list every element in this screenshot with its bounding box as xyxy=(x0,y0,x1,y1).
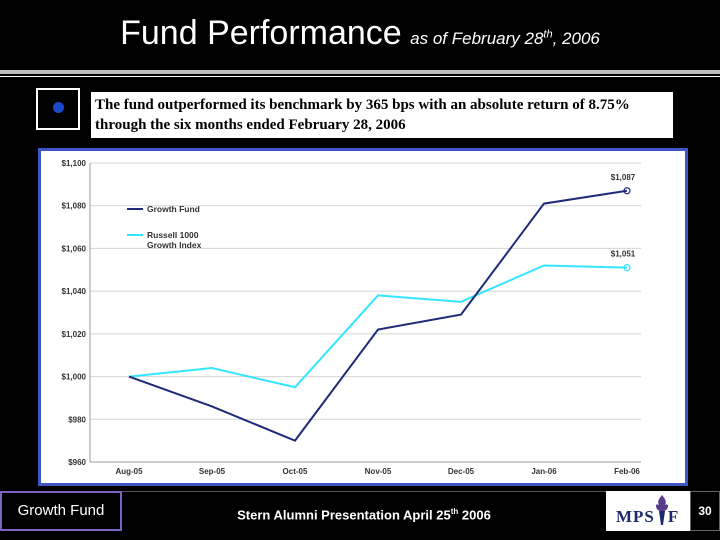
title-date-suffix: , 2006 xyxy=(552,29,600,48)
x-tick-label: Oct-05 xyxy=(283,467,308,476)
bullet-box xyxy=(36,88,80,130)
series-line xyxy=(128,264,628,389)
logo-text: MPS F xyxy=(616,507,679,527)
footer-presentation: Stern Alumni Presentation April 25th 200… xyxy=(122,491,606,531)
y-tick-label: $1,100 xyxy=(62,159,87,168)
title-main: Fund Performance xyxy=(120,14,402,52)
logo-text-end: F xyxy=(667,507,680,526)
series-end-marker xyxy=(623,187,631,195)
end-value-label: $1,087 xyxy=(611,173,636,182)
series-line xyxy=(128,189,628,442)
legend-label: Russell 1000 xyxy=(147,230,199,240)
y-tick-label: $1,040 xyxy=(62,287,87,296)
y-tick-label: $1,080 xyxy=(62,202,87,211)
logo-text-start: MPS xyxy=(616,507,655,526)
y-tick-label: $1,000 xyxy=(62,373,87,382)
footer-section-text: Growth Fund xyxy=(17,502,105,519)
legend-label: Growth Fund xyxy=(147,204,200,214)
performance-line-chart: $960 $980 $1,000 $1,020 $1,040 $1,060 $1,080 $1… xyxy=(62,159,641,476)
bullet-dot-icon xyxy=(53,102,64,113)
x-tick-label: Feb-06 xyxy=(614,467,640,476)
title-divider-thin xyxy=(0,76,720,77)
footer-presentation-suffix: 2006 xyxy=(458,507,491,523)
x-tick-label: Jan-06 xyxy=(531,467,557,476)
y-tick-label: $1,020 xyxy=(62,330,87,339)
footer-presentation-prefix: Stern Alumni Presentation April 25 xyxy=(237,507,451,523)
legend-label: Growth Index xyxy=(147,240,202,250)
footer-section-label: Growth Fund xyxy=(0,491,122,531)
series-end-marker xyxy=(623,264,631,272)
title-divider xyxy=(0,70,720,74)
end-value-label: $1,051 xyxy=(611,250,636,259)
slide-title: Fund Performance as of February 28th, 20… xyxy=(0,14,720,53)
x-tick-label: Dec-05 xyxy=(448,467,475,476)
headline-text: The fund outperformed its benchmark by 3… xyxy=(91,92,673,138)
torch-icon xyxy=(655,495,669,525)
title-date: as of February 28th, 2006 xyxy=(410,28,600,48)
title-date-prefix: as of February 28 xyxy=(410,29,544,48)
x-tick-label: Nov-05 xyxy=(365,467,392,476)
x-tick-label: Sep-05 xyxy=(199,467,226,476)
title-date-sup: th xyxy=(543,28,553,41)
page-number: 30 xyxy=(690,491,720,531)
x-tick-label: Aug-05 xyxy=(115,467,143,476)
y-tick-label: $980 xyxy=(68,415,86,424)
y-tick-label: $1,060 xyxy=(62,244,87,253)
chart-frame: $960 $980 $1,000 $1,020 $1,040 $1,060 $1,080 $1… xyxy=(38,148,688,486)
y-tick-label: $960 xyxy=(68,458,86,467)
mpsif-logo: MPS F xyxy=(606,491,690,531)
footer-presentation-sup: th xyxy=(450,507,459,516)
